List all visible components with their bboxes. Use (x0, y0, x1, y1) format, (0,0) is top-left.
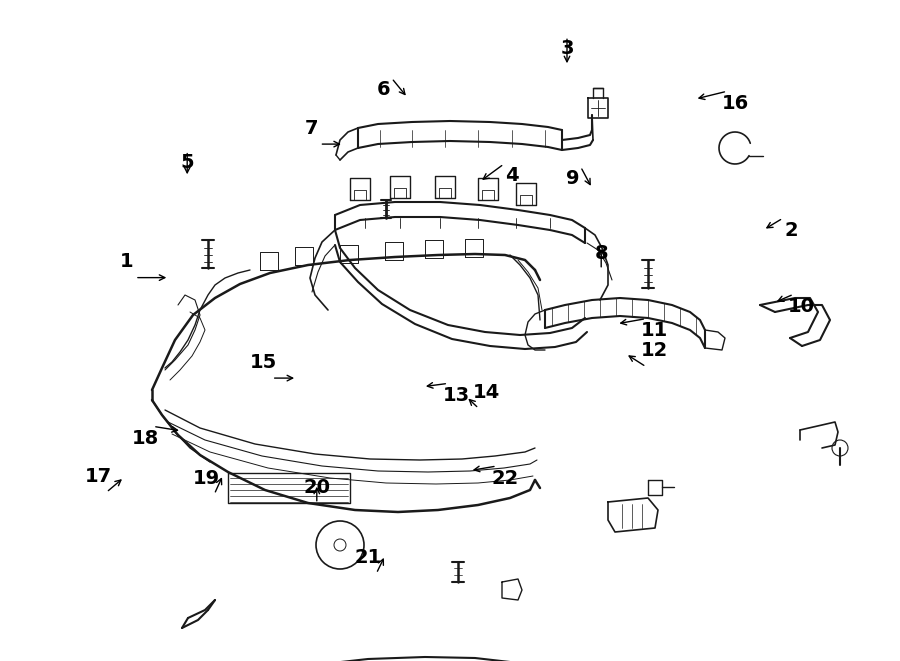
Text: 18: 18 (131, 429, 158, 448)
Text: 5: 5 (180, 153, 194, 173)
Text: 2: 2 (784, 221, 797, 240)
Text: 10: 10 (788, 297, 815, 316)
Text: 3: 3 (560, 39, 574, 58)
Text: 12: 12 (641, 341, 668, 360)
Text: 11: 11 (641, 321, 668, 340)
Text: 6: 6 (377, 81, 391, 100)
Text: 14: 14 (473, 383, 500, 402)
Text: 4: 4 (505, 167, 518, 186)
Text: 13: 13 (443, 386, 470, 405)
Text: 16: 16 (722, 94, 749, 113)
Text: 22: 22 (491, 469, 518, 488)
Text: 7: 7 (305, 118, 319, 137)
Text: 20: 20 (303, 478, 330, 497)
Text: 19: 19 (193, 469, 220, 488)
Text: 15: 15 (250, 352, 277, 371)
Text: 9: 9 (566, 169, 580, 188)
Text: 1: 1 (121, 252, 134, 271)
Text: 8: 8 (594, 244, 608, 263)
Text: 21: 21 (355, 548, 382, 567)
Text: 17: 17 (85, 467, 112, 486)
